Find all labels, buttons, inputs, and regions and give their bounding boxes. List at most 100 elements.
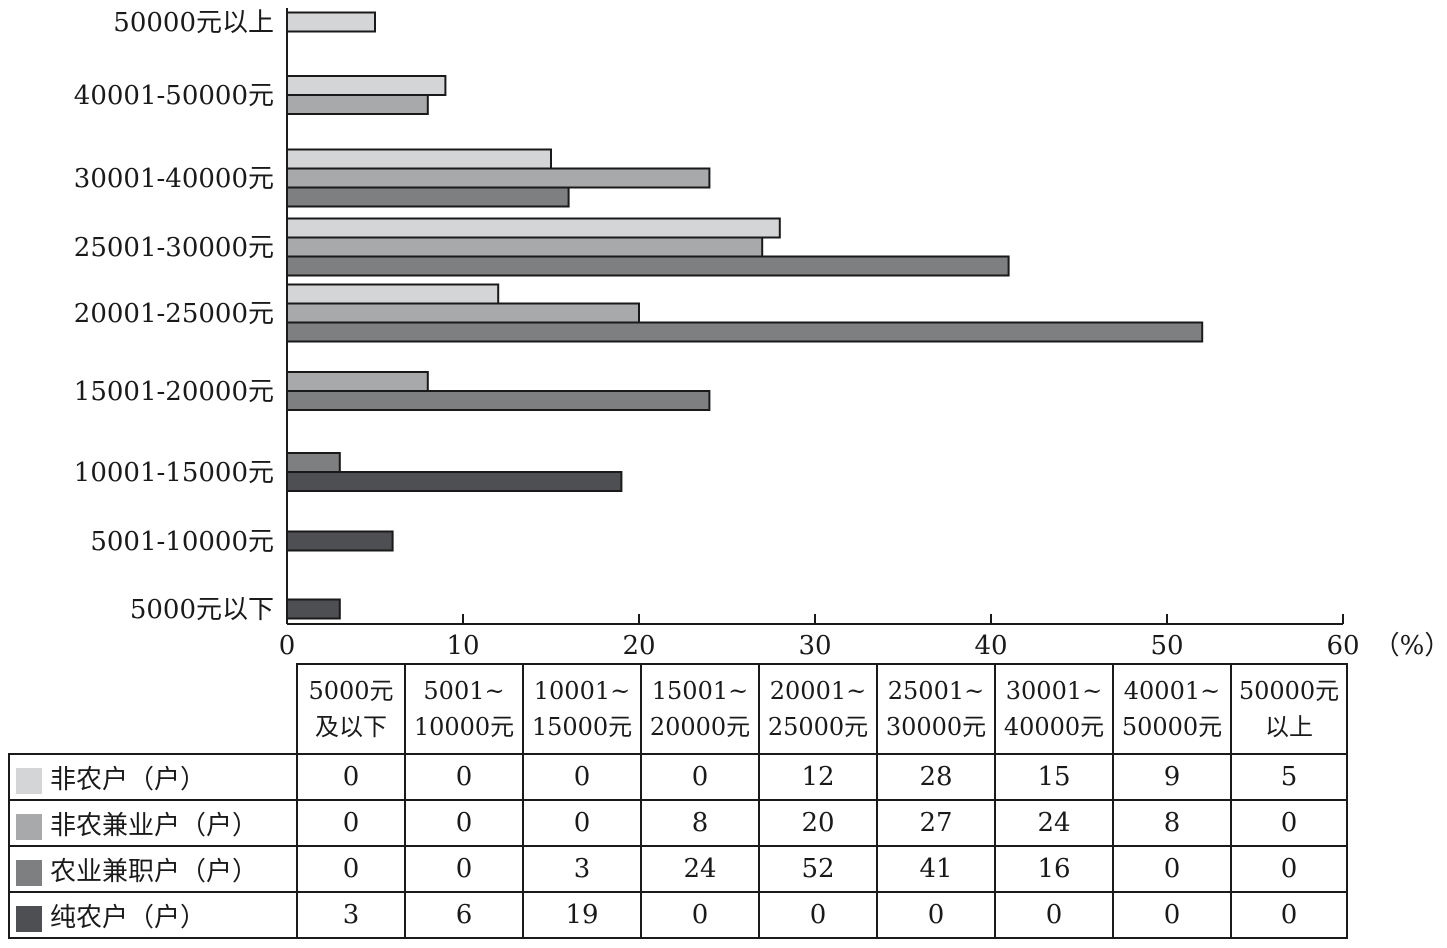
table-row: 农业兼职户（户） 0 0 3 24 52 41 16 0 0	[8, 845, 1348, 893]
legend-label: 非农兼业户（户）	[50, 810, 259, 841]
col-header: 40001~ 50000元	[1112, 663, 1232, 755]
col-header-line: 40001~	[1123, 677, 1221, 705]
table-cell: 28	[876, 753, 996, 801]
table-cell: 0	[296, 845, 406, 893]
table-cell: 0	[522, 753, 642, 801]
row-label: 非农兼业户（户）	[8, 799, 298, 847]
table-cell: 0	[404, 845, 524, 893]
col-header-line: 50000元	[1121, 713, 1223, 741]
bar	[286, 302, 640, 324]
col-header-line: 5001~	[423, 677, 505, 705]
table-cell: 41	[876, 845, 996, 893]
col-header-line: 10001~	[533, 677, 631, 705]
bar	[286, 321, 1204, 343]
legend-swatch	[16, 813, 42, 840]
legend-swatch	[16, 859, 42, 886]
bar	[286, 186, 570, 208]
table-cell: 3	[522, 845, 642, 893]
col-header-line: 20001~	[769, 677, 867, 705]
table-body: 非农户（户） 0 0 0 0 12 28 15 9 5 非农兼业户（户） 0 0 0 8 20 27 24 8 0 农业…	[8, 753, 1348, 939]
table-cell: 5	[1230, 753, 1348, 801]
x-tick-label: 20	[622, 631, 655, 660]
col-header-line: 25000元	[767, 713, 869, 741]
bar	[286, 94, 429, 115]
table-cell: 3	[296, 891, 406, 939]
col-header-line: 5000元	[308, 677, 394, 705]
legend-swatch	[16, 767, 42, 794]
bar	[286, 236, 764, 258]
col-header-line: 15000元	[531, 713, 633, 741]
col-header-line: 以上	[1265, 713, 1313, 741]
row-label: 农业兼职户（户）	[8, 845, 298, 893]
x-tick-label: 60	[1326, 631, 1359, 660]
x-tick-label: 50	[1150, 631, 1183, 660]
legend-label: 纯农户（户）	[50, 902, 207, 933]
table-cell: 0	[1230, 845, 1348, 893]
bar-chart: 5000元以下 5001-10000元 10001-15000元 15001-2000…	[74, 8, 1447, 660]
col-header-line: 20000元	[649, 713, 751, 741]
table-row: 非农户（户） 0 0 0 0 12 28 15 9 5	[8, 753, 1348, 801]
table-cell: 24	[640, 845, 760, 893]
col-header-line: 40000元	[1003, 713, 1105, 741]
bar	[286, 167, 711, 189]
table-corner	[9, 664, 298, 755]
row-label: 纯农户（户）	[8, 891, 298, 939]
x-tick-label: 40	[974, 631, 1007, 660]
col-header: 25001~ 30000元	[876, 663, 996, 755]
x-tick-label: 0	[279, 631, 296, 660]
bar	[286, 217, 781, 239]
col-header-line: 30001~	[1005, 677, 1103, 705]
x-unit-label: （%）	[1374, 631, 1447, 660]
col-header: 5001~ 10000元	[404, 663, 524, 755]
table-cell: 0	[640, 891, 760, 939]
table-cell: 16	[994, 845, 1114, 893]
bar	[286, 75, 447, 96]
table-cell: 0	[1112, 891, 1232, 939]
table-cell: 0	[640, 753, 760, 801]
table-cell: 0	[404, 753, 524, 801]
table-row: 纯农户（户） 3 6 19 0 0 0 0 0 0	[8, 891, 1348, 939]
category-label: 40001-50000元	[74, 81, 274, 111]
table-cell: 0	[404, 799, 524, 847]
table-cell: 0	[522, 799, 642, 847]
table-cell: 0	[876, 891, 996, 939]
category-label: 5000元以下	[130, 595, 274, 625]
col-header: 5000元 及以下	[296, 663, 406, 755]
col-header: 10001~ 15000元	[522, 663, 642, 755]
category-label: 25001-30000元	[74, 233, 274, 263]
col-header: 50000元 以上	[1230, 663, 1348, 755]
bar	[286, 371, 429, 392]
legend-label: 农业兼职户（户）	[50, 856, 259, 887]
bar	[286, 255, 1010, 277]
row-label: 非农户（户）	[8, 753, 298, 801]
table-header-row: 5000元 及以下 5001~ 10000元 10001~ 15000元 15001~…	[9, 663, 1348, 755]
table-cell: 15	[994, 753, 1114, 801]
bar	[286, 11, 376, 33]
col-header-line: 50000元	[1238, 677, 1340, 705]
x-tick-label: 10	[446, 631, 479, 660]
bar	[286, 530, 394, 552]
table-cell: 0	[1230, 799, 1348, 847]
category-label: 5001-10000元	[90, 527, 274, 557]
bar	[286, 390, 711, 411]
bar	[286, 452, 341, 473]
col-header: 20001~ 25000元	[758, 663, 878, 755]
table-cell: 27	[876, 799, 996, 847]
category-label: 30001-40000元	[74, 164, 274, 194]
category-label: 50000元以上	[113, 8, 274, 38]
table-cell: 0	[758, 891, 878, 939]
table-row: 非农兼业户（户） 0 0 0 8 20 27 24 8 0	[8, 799, 1348, 847]
table-cell: 0	[296, 753, 406, 801]
table-cell: 0	[1112, 845, 1232, 893]
col-header-line: 30000元	[885, 713, 987, 741]
col-header-line: 25001~	[887, 677, 985, 705]
col-header-line: 10000元	[413, 713, 515, 741]
col-header: 15001~ 20000元	[640, 663, 760, 755]
col-header: 30001~ 40000元	[994, 663, 1114, 755]
table-cell: 52	[758, 845, 878, 893]
table-cell: 19	[522, 891, 642, 939]
bar	[286, 283, 500, 305]
legend-label: 非农户（户）	[50, 764, 207, 795]
table-cell: 6	[404, 891, 524, 939]
table-cell: 8	[1112, 799, 1232, 847]
